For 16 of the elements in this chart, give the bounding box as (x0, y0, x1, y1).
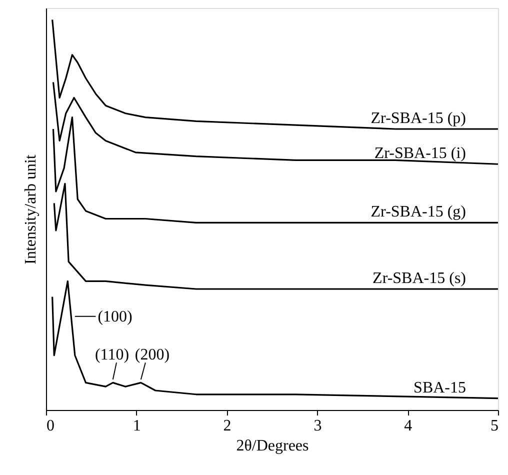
y-axis-title: Intensity/arb unit (22, 154, 40, 264)
x-tick-label: 3 (314, 418, 322, 434)
series-label: SBA-15 (414, 379, 466, 396)
x-axis-title: 2θ/Degrees (236, 438, 309, 454)
x-tick-label: 2 (223, 418, 232, 434)
annotation: (100) (98, 308, 132, 326)
annotation: (200) (134, 346, 170, 364)
x-tick-label: 4 (404, 418, 412, 434)
x-tick-label: 0 (46, 418, 54, 434)
annotation: (110) (94, 346, 130, 364)
x-tick-label: 1 (132, 418, 141, 434)
x-tick-label: 5 (490, 418, 498, 434)
series-label: Zr-SBA-15 (p) (370, 110, 466, 127)
series-label: Zr-SBA-15 (i) (374, 145, 466, 162)
series-label: Zr-SBA-15 (g) (370, 204, 466, 221)
series-label: Zr-SBA-15 (s) (372, 270, 466, 288)
